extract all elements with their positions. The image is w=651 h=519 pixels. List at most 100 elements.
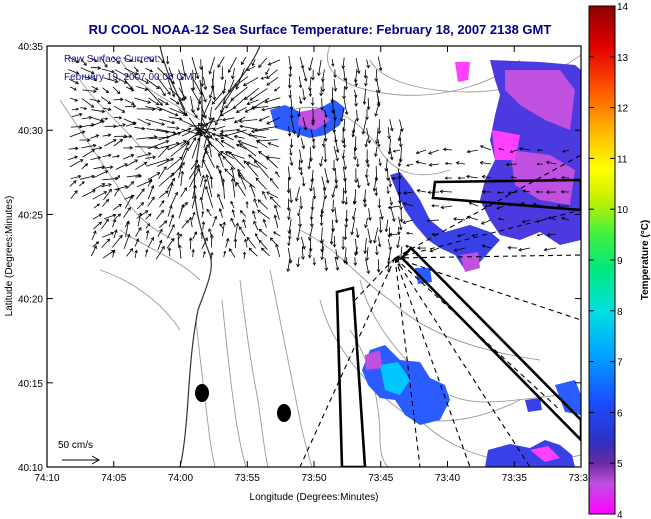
chart-title: RU COOL NOAA-12 Sea Surface Temperature:… [89, 22, 552, 37]
current-vector [276, 244, 281, 258]
current-vector [321, 239, 324, 252]
current-vector [178, 165, 182, 179]
current-vector [377, 56, 382, 71]
current-vector-head [74, 190, 78, 194]
current-vector-head [428, 151, 432, 155]
current-vector [302, 88, 305, 100]
current-vector-head [273, 214, 278, 219]
current-vector-head [376, 101, 381, 106]
current-vector-head [79, 159, 84, 163]
current-vector [203, 135, 208, 149]
current-vector [253, 221, 259, 231]
current-vector-head [177, 131, 182, 136]
current-vector [113, 139, 123, 147]
current-vector-head [536, 162, 540, 166]
current-vector [427, 219, 440, 222]
current-vector [400, 246, 403, 260]
current-vector [188, 165, 199, 180]
current-vector [254, 160, 270, 179]
current-vector [387, 238, 392, 250]
current-vector-head [289, 152, 293, 156]
sst-patch [555, 380, 581, 415]
current-vector [362, 119, 367, 135]
current-vector-head [105, 89, 109, 94]
current-vector [124, 105, 136, 108]
current-vector [192, 131, 206, 137]
current-vector-head [107, 153, 112, 158]
current-vector [200, 197, 204, 210]
current-vector [366, 59, 369, 68]
current-vector-head [171, 223, 175, 228]
current-vector [234, 116, 246, 123]
current-vector [454, 247, 466, 251]
current-vector [181, 220, 189, 229]
current-vector-head [397, 175, 402, 180]
current-vector-head [471, 234, 475, 237]
current-vector-head [239, 143, 244, 147]
current-vector [297, 127, 301, 138]
current-vector [323, 138, 325, 147]
current-vector [148, 97, 159, 106]
current-vector [417, 190, 427, 193]
current-vector-head [356, 70, 361, 75]
current-vector [123, 207, 131, 219]
current-vector [332, 199, 334, 212]
current-vector-head [248, 247, 253, 252]
current-vector-head [145, 248, 149, 253]
current-vector [112, 204, 122, 211]
current-vector [180, 141, 190, 159]
current-vector [266, 76, 279, 86]
current-vector-head [466, 215, 471, 220]
current-vector-head [344, 86, 349, 91]
current-vector-head [353, 79, 358, 83]
current-vector-head [175, 141, 180, 146]
current-vector-head [208, 228, 212, 232]
current-vector-head [215, 137, 219, 142]
current-vector [167, 140, 187, 151]
current-vector-head [258, 151, 262, 155]
current-vector [158, 98, 169, 105]
current-vector-head [119, 139, 124, 143]
current-vector-head [266, 156, 270, 161]
current-vector-head [341, 155, 346, 160]
current-vector [288, 56, 292, 70]
current-vector-head [388, 184, 393, 188]
current-vector-head [74, 98, 79, 102]
current-vector-head [184, 112, 188, 116]
current-vector-head [417, 246, 421, 250]
current-vector [201, 211, 204, 218]
current-vector [300, 196, 302, 209]
current-vector-head [362, 199, 367, 204]
current-vector-head [87, 75, 91, 80]
current-vector [356, 228, 359, 238]
current-vector [81, 76, 91, 79]
current-vector [157, 67, 175, 84]
colorbar-tick-label: 5 [617, 459, 623, 470]
current-vector-head [341, 246, 346, 250]
current-vector-head [126, 233, 131, 238]
current-vector [333, 146, 338, 161]
current-vector [197, 96, 201, 111]
current-vector-head [236, 128, 240, 133]
current-vector-head [203, 115, 207, 119]
current-vector-head [287, 242, 291, 247]
current-vector [343, 166, 346, 182]
current-vector [209, 56, 215, 75]
current-vector [101, 238, 110, 248]
current-vector-head [319, 214, 324, 219]
current-vector [365, 76, 368, 86]
current-vector [299, 149, 303, 163]
current-vector [320, 156, 323, 167]
current-vector [158, 55, 165, 64]
current-vector-head [333, 88, 338, 92]
current-vector [70, 97, 78, 102]
current-vector [343, 158, 346, 170]
current-vector [510, 149, 518, 153]
current-vector-head [334, 219, 339, 224]
current-vector-head [208, 70, 212, 75]
current-vector [68, 156, 78, 161]
current-vector [100, 57, 108, 68]
current-vector-head [560, 190, 564, 194]
current-vector-head [180, 76, 184, 81]
current-vector-head [97, 66, 102, 70]
